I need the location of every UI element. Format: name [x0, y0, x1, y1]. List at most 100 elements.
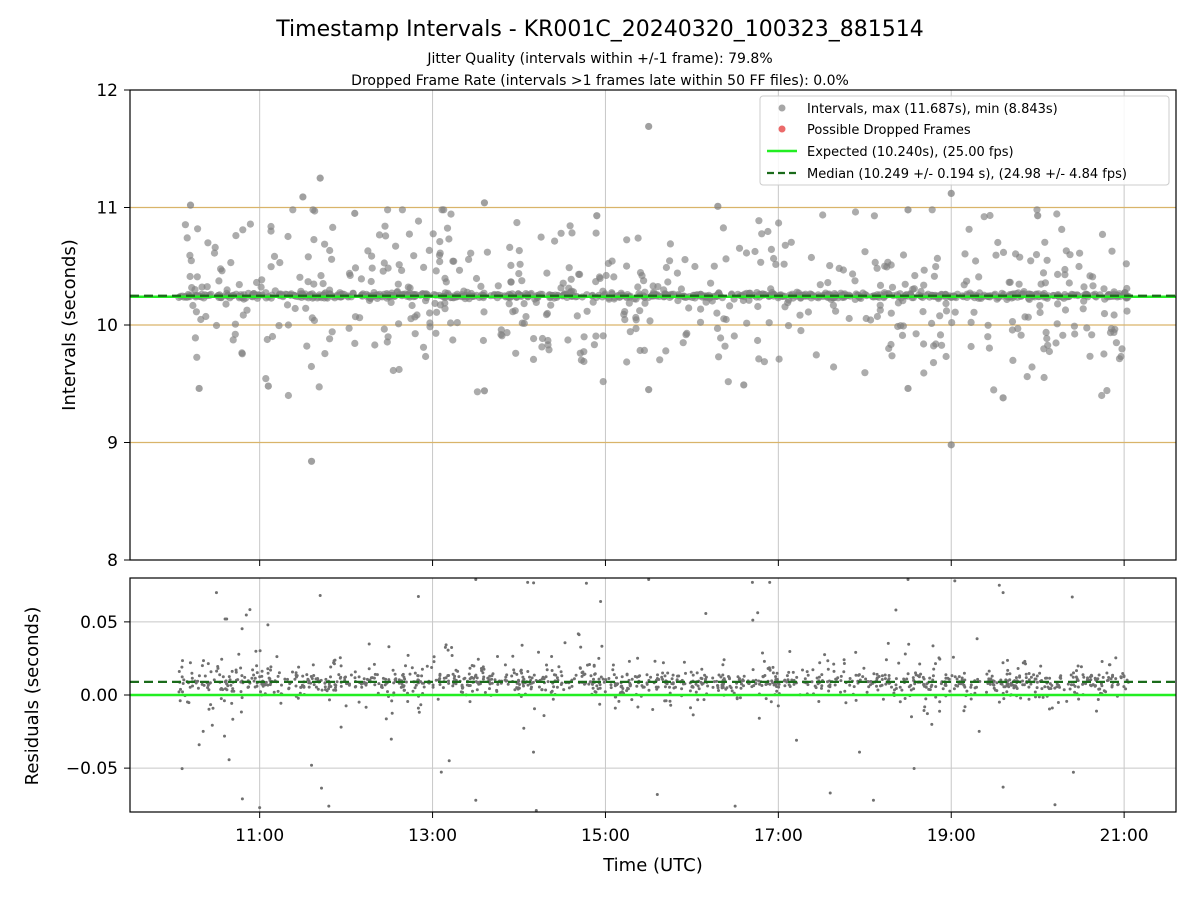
residual-point — [1116, 683, 1120, 687]
interval-point — [580, 333, 588, 341]
interval-point — [379, 267, 387, 275]
interval-point — [383, 338, 391, 346]
residual-point — [551, 697, 555, 701]
interval-point — [623, 358, 631, 366]
residual-point — [775, 671, 779, 675]
residual-point — [402, 684, 406, 688]
interval-point — [357, 275, 365, 283]
residual-point — [522, 677, 526, 681]
residual-point — [688, 689, 692, 693]
residual-point — [826, 659, 830, 663]
residual-point — [490, 677, 494, 681]
residual-point — [832, 669, 836, 673]
interval-point — [432, 329, 440, 337]
interval-point — [1023, 373, 1031, 381]
interval-point — [522, 313, 530, 321]
residual-point — [482, 667, 486, 671]
residual-point — [898, 685, 902, 689]
residual-point — [894, 608, 898, 612]
residual-point — [475, 676, 479, 680]
residual-point — [562, 688, 566, 692]
residual-point — [401, 672, 405, 676]
residual-point — [931, 644, 935, 648]
residual-point — [327, 687, 331, 691]
residual-point — [599, 675, 603, 679]
residual-point — [471, 689, 474, 693]
residual-point — [641, 685, 645, 689]
residual-point — [381, 676, 385, 680]
interval-point — [951, 308, 959, 316]
residual-point — [419, 680, 423, 684]
interval-point — [1059, 331, 1067, 339]
residual-point — [1073, 690, 1077, 694]
interval-point — [296, 273, 304, 281]
interval-point — [933, 254, 942, 262]
interval-point — [904, 384, 912, 393]
residual-point — [506, 682, 510, 686]
residual-point — [240, 797, 244, 801]
interval-point — [745, 296, 753, 304]
residual-point — [696, 698, 700, 702]
interval-point — [679, 339, 687, 347]
residual-point — [301, 674, 305, 678]
residual-point — [911, 676, 915, 680]
residual-point — [467, 672, 471, 676]
residual-point — [969, 697, 973, 701]
residual-point — [651, 708, 655, 711]
residual-point — [1096, 698, 1100, 701]
residual-point — [555, 676, 559, 680]
residual-point — [431, 685, 435, 689]
legend-marker-intervals — [778, 104, 786, 112]
residual-point — [591, 686, 595, 690]
interval-point — [787, 238, 795, 246]
interval-point — [961, 250, 969, 258]
residual-point — [952, 687, 956, 691]
residual-point — [842, 658, 846, 662]
residual-point — [220, 657, 224, 661]
residual-point — [777, 682, 781, 686]
residual-point — [582, 673, 586, 677]
interval-point — [308, 314, 316, 322]
residual-point — [881, 697, 885, 701]
residual-point — [977, 729, 981, 733]
interval-point — [970, 308, 978, 316]
residual-point — [861, 675, 865, 679]
residual-point — [240, 627, 244, 631]
residual-point — [787, 670, 791, 674]
residual-point — [1019, 696, 1023, 700]
interval-point — [894, 322, 902, 331]
interval-point — [231, 320, 239, 328]
residual-point — [472, 676, 476, 680]
residual-point — [272, 690, 276, 694]
residual-point — [212, 678, 216, 682]
residual-point — [1069, 673, 1073, 677]
residual-point — [420, 674, 424, 678]
residual-point — [255, 671, 259, 675]
residual-point — [474, 577, 478, 581]
interval-point — [722, 255, 730, 263]
interval-point — [431, 299, 439, 307]
residual-point — [854, 650, 858, 654]
residual-point — [598, 686, 602, 690]
residual-point — [526, 580, 530, 584]
interval-point — [543, 269, 551, 277]
residual-point — [417, 710, 421, 714]
residual-point — [196, 686, 200, 690]
residual-point — [353, 685, 357, 689]
residual-point — [236, 678, 240, 682]
residual-point — [287, 687, 291, 691]
residual-point — [375, 673, 379, 677]
interval-point — [192, 308, 200, 316]
residual-point — [224, 679, 228, 683]
residual-point — [602, 680, 606, 684]
interval-point — [529, 355, 538, 363]
residual-point — [1022, 683, 1026, 687]
interval-point — [829, 301, 838, 309]
interval-point — [238, 349, 246, 357]
residual-point — [276, 674, 280, 678]
interval-point — [1042, 328, 1050, 336]
residual-point — [848, 677, 852, 680]
residual-point — [894, 683, 898, 687]
residual-point — [434, 678, 438, 682]
residual-point — [751, 618, 755, 622]
